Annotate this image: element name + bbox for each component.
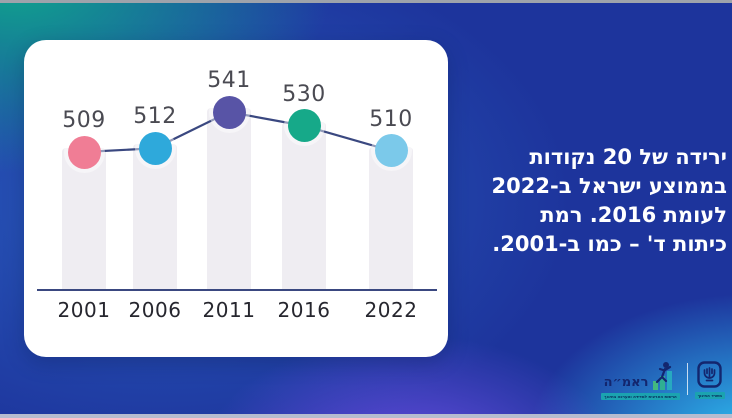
value-label: 530 — [282, 81, 326, 107]
year-label: 2006 — [128, 298, 182, 322]
logo-divider — [686, 363, 688, 395]
chart-bar — [369, 146, 413, 289]
rama-logo-name: ראמ״ה — [603, 375, 649, 390]
rama-tagline: הרשות הארצית למדידה והערכה בחינוך — [601, 393, 680, 400]
top-edge-strip — [0, 0, 732, 3]
chart-bar — [207, 108, 251, 289]
year-label: 2001 — [57, 298, 111, 322]
year-label: 2016 — [277, 298, 331, 322]
value-label: 541 — [207, 68, 251, 93]
ministry-of-education-logo: משרד החינוך — [694, 361, 725, 399]
israel-state-emblem-icon — [697, 361, 723, 388]
value-label: 510 — [369, 106, 413, 132]
data-point — [138, 131, 172, 165]
data-point — [374, 134, 408, 168]
rama-logo: ראמ״ה הרשות הארצית למדידה והערכה בחינוך — [601, 361, 680, 400]
chart-bar — [282, 121, 326, 289]
annotation-line: כיתות ד' – כמו ב-2001. — [492, 232, 727, 256]
x-axis-line — [37, 289, 437, 291]
rama-figure-bars-icon — [653, 362, 673, 390]
annotation-line: לעומת 2016. רמת — [540, 203, 727, 227]
footer-logos: ראמ״ה הרשות הארצית למדידה והערכה בחינוך … — [601, 361, 725, 400]
year-label: 2011 — [202, 298, 256, 322]
data-point — [212, 95, 246, 129]
value-label: 509 — [62, 108, 106, 133]
chart-bar — [62, 148, 106, 289]
annotation-line: ירידה של 20 נקודות — [529, 145, 727, 169]
chart: 509 2001 512 2006 541 2011 530 2016 510 2022 — [24, 40, 448, 357]
data-point — [287, 109, 321, 143]
annotation-line: בממוצע ישראל ב-2022 — [491, 174, 727, 198]
bottom-edge-strip — [0, 414, 732, 418]
chart-card: 509 2001 512 2006 541 2011 530 2016 510 2022 — [24, 40, 448, 357]
value-label: 512 — [133, 104, 177, 130]
data-point — [67, 135, 101, 169]
annotation-text: ירידה של 20 נקודות בממוצע ישראל ב-2022 ל… — [442, 143, 727, 259]
chart-bar — [133, 144, 177, 289]
ministry-label: משרד החינוך — [694, 392, 725, 399]
year-label: 2022 — [364, 298, 418, 322]
